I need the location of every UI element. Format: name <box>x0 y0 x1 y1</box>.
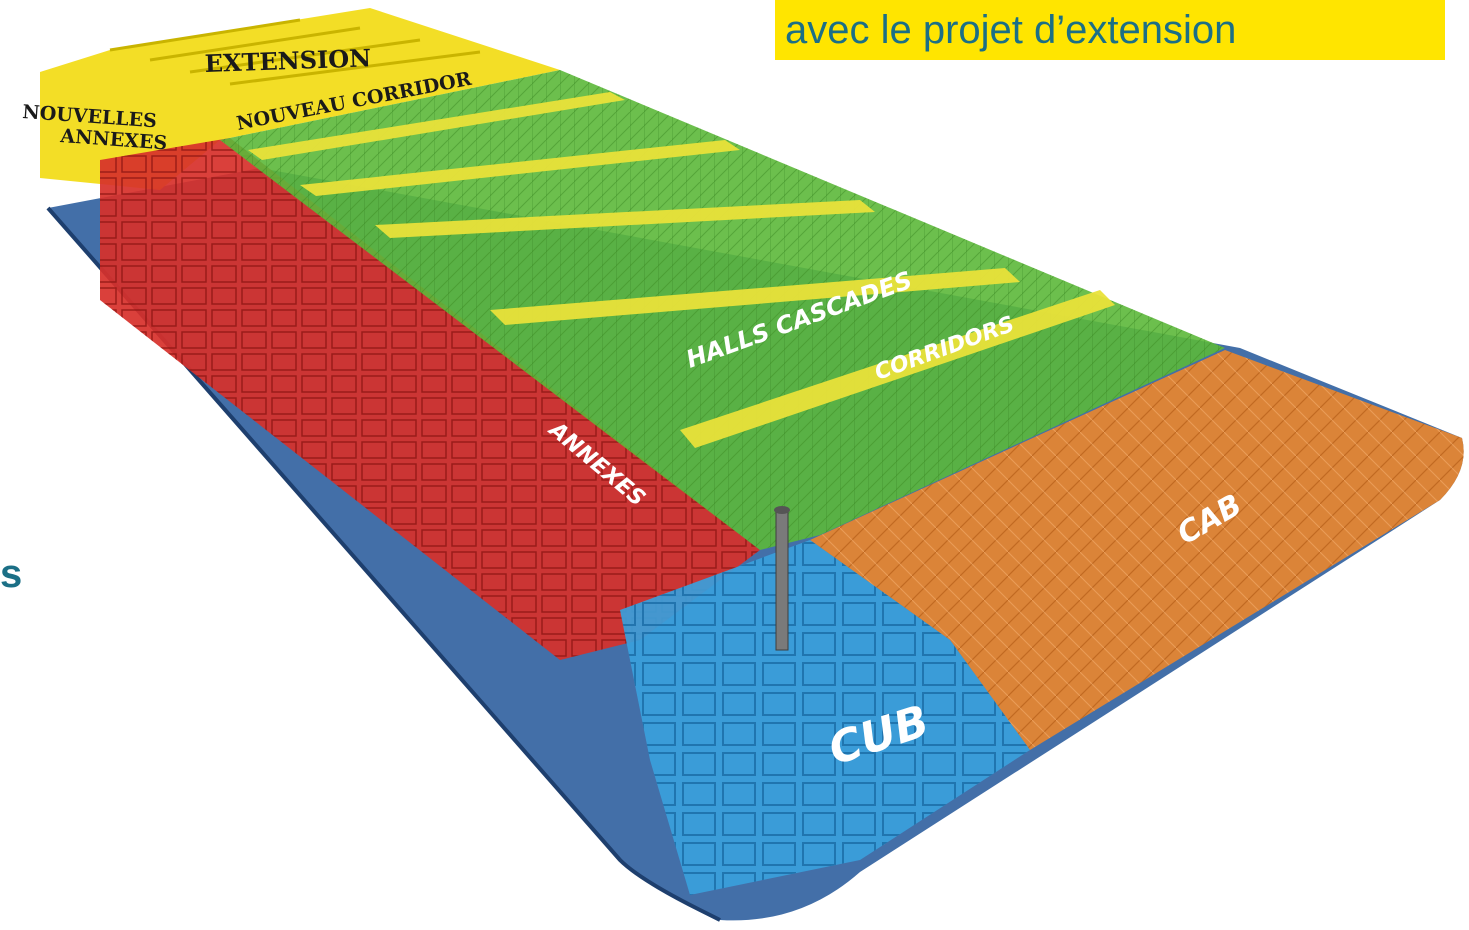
extension-zone <box>40 8 560 190</box>
cab-block-grid <box>810 350 1464 750</box>
halls-cascades-grid <box>220 70 1225 550</box>
corridor-strips <box>248 92 1115 448</box>
annexes-block-grid <box>100 138 760 660</box>
extension-zone-ridges <box>109 18 481 86</box>
label-extension: EXTENSION <box>204 43 371 78</box>
chimney-top <box>774 506 790 514</box>
ground-platform-edge <box>46 206 721 922</box>
cropped-edge-text: s <box>0 552 23 596</box>
extension-banner: avec le projet d’extension <box>775 0 1445 60</box>
chimney <box>775 509 789 651</box>
cub-block-grid <box>620 540 1030 895</box>
